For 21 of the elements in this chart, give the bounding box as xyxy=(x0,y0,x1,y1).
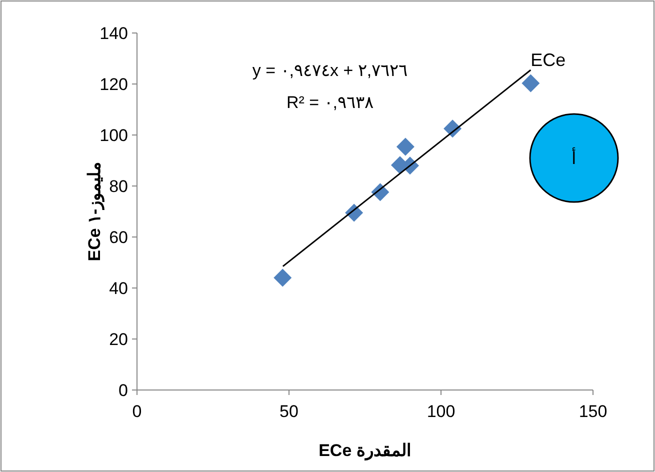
y-axis-title: ECe مليموز-١ xyxy=(85,162,105,262)
point xyxy=(396,138,414,156)
x-tick-label: 50 xyxy=(280,402,298,421)
x-tick-label: 0 xyxy=(132,402,142,421)
y-tick-label: 0 xyxy=(118,381,128,400)
point xyxy=(522,74,540,92)
y-tick-label: 120 xyxy=(100,75,128,94)
y-tick-label: 100 xyxy=(100,126,128,145)
y-tick-label: 140 xyxy=(100,24,128,43)
annotation: أ xyxy=(572,147,576,168)
x-tick-label: 100 xyxy=(426,402,456,421)
x-axis-title: ECe المقدرة xyxy=(318,441,412,461)
y-tick-label: 20 xyxy=(109,330,128,349)
x-tick-label: 150 xyxy=(578,402,608,421)
y-tick-label: 80 xyxy=(109,177,128,196)
point xyxy=(274,268,292,287)
y-tick-label: 60 xyxy=(109,228,128,247)
series-label: ECe xyxy=(530,50,566,70)
annotation: R² = ٠,٩٦٣٨ xyxy=(286,93,374,112)
annotation: y = ٠,٩٤٧٤x + ٢,٧٦٢٦ xyxy=(252,61,408,80)
y-tick-label: 40 xyxy=(109,279,128,298)
